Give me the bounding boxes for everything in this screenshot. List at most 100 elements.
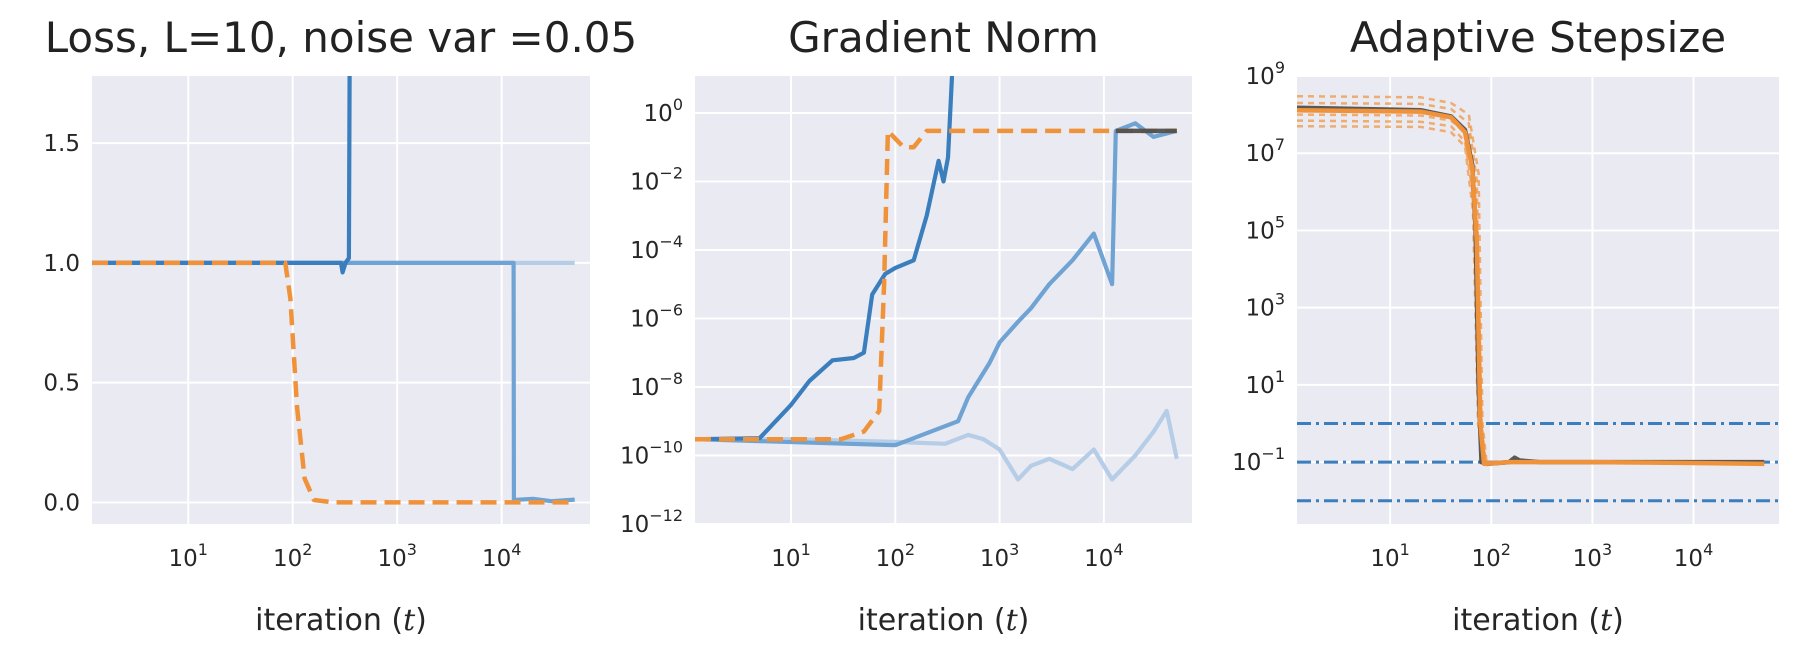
y-tick-base: 10 xyxy=(630,169,659,195)
series-group xyxy=(92,76,575,505)
y-tick-label: 101 xyxy=(1246,367,1285,399)
x-tick-label: 101 xyxy=(771,540,810,572)
y-tick-label: 10−12 xyxy=(620,506,683,538)
x-tick-exponent: 2 xyxy=(905,540,915,559)
subplot-3: 101 102 103 10410−1101103105107109Adaptive … xyxy=(1232,13,1779,638)
x-tick-base: 10 xyxy=(980,546,1009,572)
y-tick-label: 109 xyxy=(1246,58,1285,90)
x-tick-base: 10 xyxy=(273,546,302,572)
x-tick-base: 10 xyxy=(876,546,905,572)
x-tick-base: 10 xyxy=(771,546,800,572)
x-tick-base: 10 xyxy=(1472,546,1501,572)
x-tick-label: 103 xyxy=(980,540,1019,572)
y-tick-exponent: −4 xyxy=(659,232,683,251)
y-tick-label: 103 xyxy=(1246,290,1285,322)
series-line-blue_dark xyxy=(92,76,352,275)
x-tick-exponent: 1 xyxy=(801,540,811,559)
y-tick-exponent: 9 xyxy=(1275,58,1285,77)
y-tick-label: 10−10 xyxy=(620,437,683,469)
y-tick-exponent: 0 xyxy=(673,95,683,114)
x-tick-base: 10 xyxy=(377,546,406,572)
x-tick-exponent: 4 xyxy=(1113,540,1123,559)
x-tick-label: 102 xyxy=(273,540,312,572)
y-tick-base: 10 xyxy=(1232,450,1261,476)
y-tick-label: 10−4 xyxy=(630,232,683,264)
x-tick-base: 10 xyxy=(1084,546,1113,572)
series-group xyxy=(1297,94,1779,503)
y-tick-exponent: 1 xyxy=(1275,367,1285,386)
x-tick-label: 104 xyxy=(482,540,521,572)
y-tick-exponent: −10 xyxy=(649,437,683,456)
series-line-blue_light xyxy=(695,408,1179,482)
x-axis-label: iteration (t) xyxy=(255,603,427,638)
plot-area xyxy=(92,76,590,524)
x-tick-exponent: 1 xyxy=(198,540,208,559)
series-line-orange xyxy=(1297,107,1765,467)
x-tick-exponent: 4 xyxy=(511,540,521,559)
x-tick-base: 10 xyxy=(1674,546,1703,572)
y-tick-base: 10 xyxy=(644,101,673,127)
x-tick-base: 10 xyxy=(1370,546,1399,572)
y-tick-label: 10−6 xyxy=(630,300,683,332)
x-tick-base: 10 xyxy=(482,546,511,572)
x-tick-exponent: 2 xyxy=(1501,540,1511,559)
y-tick-label: 105 xyxy=(1246,212,1285,244)
y-tick-base: 10 xyxy=(630,306,659,332)
x-tick-label: 103 xyxy=(377,540,416,572)
y-tick-label: 10−2 xyxy=(630,163,683,195)
y-tick-base: 10 xyxy=(1246,373,1275,399)
x-tick-label: 104 xyxy=(1674,540,1713,572)
y-tick-base: 10 xyxy=(1246,141,1275,167)
y-tick-exponent: 7 xyxy=(1275,135,1285,154)
series-line-orange xyxy=(92,260,575,505)
x-tick-exponent: 1 xyxy=(1400,540,1410,559)
y-tick-base: 10 xyxy=(620,443,649,469)
y-tick-exponent: 3 xyxy=(1275,290,1285,309)
y-tick-exponent: −2 xyxy=(659,163,683,182)
x-tick-label: 101 xyxy=(1370,540,1409,572)
x-tick-base: 10 xyxy=(1573,546,1602,572)
y-tick-base: 10 xyxy=(630,238,659,264)
chart-title: Loss, L=10, noise var =0.05 xyxy=(45,13,638,62)
y-tick-base: 10 xyxy=(630,375,659,401)
series-line-blue_dark xyxy=(695,76,955,442)
x-tick-label: 104 xyxy=(1084,540,1123,572)
x-tick-label: 101 xyxy=(168,540,207,572)
y-tick-label: 107 xyxy=(1246,135,1285,167)
series-line-orange xyxy=(695,128,1177,442)
x-tick-label: 102 xyxy=(876,540,915,572)
y-tick-label: 10−1 xyxy=(1232,444,1285,476)
x-tick-label: 102 xyxy=(1472,540,1511,572)
y-tick-label: 1.0 xyxy=(43,251,80,277)
y-tick-label: 0.0 xyxy=(43,490,80,516)
y-tick-exponent: −6 xyxy=(659,300,683,319)
x-tick-exponent: 3 xyxy=(407,540,417,559)
x-tick-exponent: 2 xyxy=(302,540,312,559)
y-tick-label: 100 xyxy=(644,95,683,127)
y-tick-exponent: 5 xyxy=(1275,212,1285,231)
x-axis-label: iteration (t) xyxy=(1452,603,1624,638)
x-tick-exponent: 3 xyxy=(1009,540,1019,559)
x-tick-base: 10 xyxy=(168,546,197,572)
x-tick-label: 103 xyxy=(1573,540,1612,572)
y-tick-base: 10 xyxy=(1246,64,1275,90)
y-tick-label: 0.5 xyxy=(43,371,80,397)
plot-area xyxy=(1297,76,1779,524)
plot-area xyxy=(695,76,1192,524)
y-tick-base: 10 xyxy=(1246,296,1275,322)
series-group xyxy=(695,76,1179,482)
x-tick-exponent: 3 xyxy=(1602,540,1612,559)
subplot-2: 101 102 103 10410−1210−1010−810−610−410−210… xyxy=(620,13,1192,638)
y-tick-exponent: −12 xyxy=(649,506,683,525)
y-tick-label: 1.5 xyxy=(43,131,80,157)
chart-title: Gradient Norm xyxy=(788,13,1099,62)
chart-title: Adaptive Stepsize xyxy=(1350,13,1726,62)
y-tick-exponent: −1 xyxy=(1261,444,1285,463)
x-tick-exponent: 4 xyxy=(1703,540,1713,559)
y-tick-exponent: −8 xyxy=(659,369,683,388)
y-tick-base: 10 xyxy=(1246,218,1275,244)
y-tick-label: 10−8 xyxy=(630,369,683,401)
series-line-blue_mid xyxy=(695,121,1178,448)
